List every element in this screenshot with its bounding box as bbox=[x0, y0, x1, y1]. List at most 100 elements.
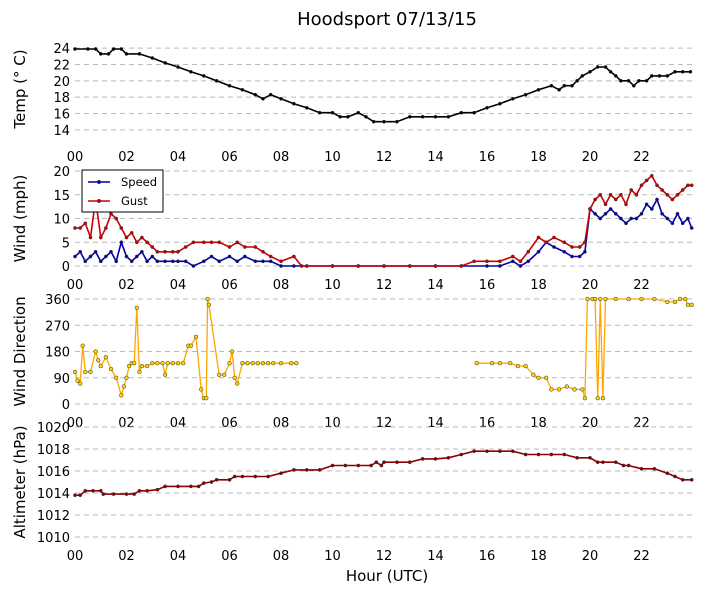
data-point bbox=[536, 235, 541, 240]
data-point bbox=[299, 264, 304, 268]
chart-title: Hoodsport 07/13/15 bbox=[297, 9, 477, 30]
data-point bbox=[510, 254, 515, 259]
data-point bbox=[660, 211, 664, 216]
data-point bbox=[98, 259, 103, 264]
data-point bbox=[227, 477, 232, 482]
data-point bbox=[564, 384, 569, 389]
x-tick-label: 14 bbox=[427, 549, 444, 564]
data-point bbox=[619, 192, 623, 197]
data-point bbox=[175, 361, 181, 366]
data-point bbox=[109, 249, 113, 254]
x-tick-label: 04 bbox=[170, 278, 187, 293]
data-point bbox=[498, 264, 502, 268]
y-tick-label: 1010 bbox=[37, 531, 70, 546]
y-tick-label: 1018 bbox=[37, 443, 70, 458]
data-point bbox=[160, 361, 165, 366]
data-point bbox=[193, 334, 199, 340]
data-point bbox=[214, 78, 219, 83]
data-point bbox=[371, 119, 376, 124]
data-point bbox=[644, 178, 649, 183]
data-point bbox=[227, 361, 232, 366]
x-tick-label: 22 bbox=[633, 278, 650, 293]
data-point bbox=[649, 173, 654, 178]
data-point bbox=[235, 381, 240, 386]
data-point bbox=[498, 101, 502, 106]
data-point bbox=[93, 349, 98, 354]
data-point bbox=[108, 366, 114, 372]
data-point bbox=[88, 369, 93, 375]
x-tick-label: 22 bbox=[633, 416, 650, 431]
data-point bbox=[232, 375, 237, 380]
data-point bbox=[111, 492, 116, 496]
data-point bbox=[109, 211, 113, 216]
data-point bbox=[162, 372, 168, 377]
data-point bbox=[271, 361, 276, 366]
data-point bbox=[665, 216, 670, 221]
data-point bbox=[603, 296, 608, 302]
data-point bbox=[250, 361, 255, 366]
x-tick-label: 10 bbox=[324, 416, 341, 431]
x-tick-label: 00 bbox=[67, 150, 84, 165]
x-tick-label: 12 bbox=[376, 549, 393, 564]
data-point bbox=[126, 363, 132, 369]
data-point bbox=[240, 87, 245, 92]
data-point bbox=[583, 249, 587, 254]
data-point bbox=[78, 249, 83, 254]
data-point bbox=[472, 259, 476, 264]
data-point bbox=[407, 460, 412, 465]
data-point bbox=[317, 110, 322, 115]
data-point bbox=[134, 240, 139, 245]
data-point bbox=[629, 216, 634, 221]
data-point bbox=[660, 188, 664, 192]
data-point bbox=[209, 480, 214, 484]
data-point bbox=[644, 202, 649, 207]
data-point bbox=[688, 69, 693, 74]
data-point bbox=[268, 92, 273, 97]
data-point bbox=[204, 396, 209, 401]
data-point bbox=[626, 463, 631, 468]
data-point bbox=[523, 92, 528, 97]
y-tick-label: 1014 bbox=[37, 487, 70, 502]
data-point bbox=[382, 460, 386, 465]
data-point bbox=[485, 264, 489, 268]
x-tick-label: 20 bbox=[582, 549, 599, 564]
data-point bbox=[330, 463, 335, 468]
data-point bbox=[268, 259, 273, 264]
data-point bbox=[170, 249, 175, 254]
data-point bbox=[137, 52, 142, 56]
data-point bbox=[75, 378, 80, 383]
data-point bbox=[235, 259, 240, 264]
data-point bbox=[613, 460, 618, 465]
data-point bbox=[523, 363, 528, 369]
data-point bbox=[655, 183, 659, 188]
data-point bbox=[562, 83, 567, 88]
data-point bbox=[83, 259, 88, 264]
data-point bbox=[595, 396, 600, 401]
data-point bbox=[446, 114, 451, 119]
data-point bbox=[518, 259, 523, 264]
data-point bbox=[304, 105, 309, 110]
data-point bbox=[544, 240, 549, 245]
data-point bbox=[145, 488, 149, 493]
data-point bbox=[163, 61, 167, 65]
data-point bbox=[229, 349, 235, 354]
data-point bbox=[485, 259, 489, 264]
data-point bbox=[78, 381, 83, 386]
data-point bbox=[356, 463, 361, 468]
x-tick-label: 12 bbox=[376, 150, 393, 165]
data-point bbox=[497, 361, 503, 366]
data-point bbox=[124, 492, 129, 496]
x-tick-label: 18 bbox=[530, 278, 547, 293]
data-point bbox=[104, 254, 108, 259]
data-point bbox=[292, 101, 296, 106]
data-point bbox=[278, 361, 284, 366]
data-point bbox=[575, 78, 579, 83]
x-tick-label: 16 bbox=[479, 549, 496, 564]
data-point bbox=[150, 245, 155, 249]
panel-1: 0 5 10 15 20 00 02 04 06 08 10 12 14 16 18 20 22 Wind (mp… bbox=[11, 165, 694, 293]
data-point bbox=[515, 363, 521, 369]
y-tick-label: 10 bbox=[53, 213, 70, 228]
data-point bbox=[588, 455, 592, 460]
data-point bbox=[685, 302, 691, 307]
